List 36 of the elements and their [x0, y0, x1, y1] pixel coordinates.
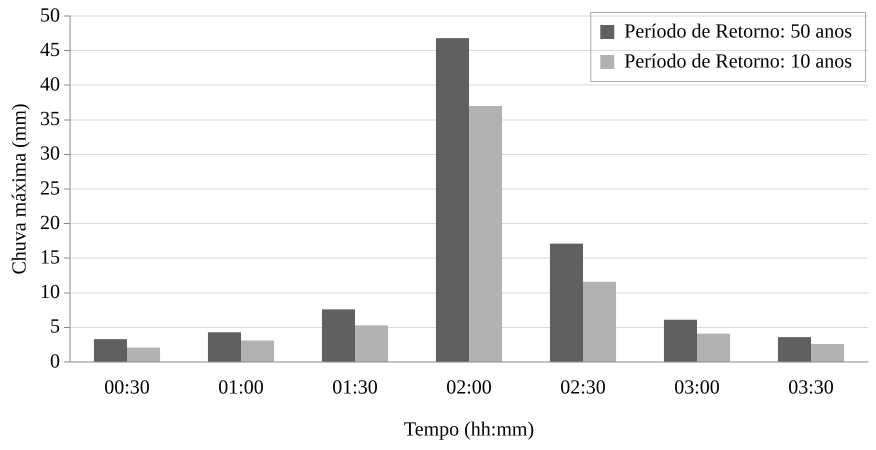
- bar: [436, 38, 469, 362]
- bar: [208, 332, 241, 362]
- bar: [550, 244, 583, 362]
- y-tick-label: 15: [40, 246, 60, 268]
- y-tick-label: 0: [50, 350, 60, 372]
- y-tick-label: 45: [40, 38, 60, 61]
- x-tick-label: 01:00: [218, 376, 264, 398]
- y-tick-label: 35: [40, 108, 60, 130]
- bar: [241, 340, 274, 362]
- y-tick-label: 50: [40, 4, 60, 26]
- bar: [664, 320, 697, 362]
- y-tick-label: 20: [40, 212, 60, 234]
- x-tick-label: 02:00: [446, 376, 492, 398]
- bar: [322, 309, 355, 362]
- x-tick-label: 01:30: [332, 376, 378, 398]
- y-tick-label: 25: [40, 177, 60, 200]
- bar: [697, 334, 730, 362]
- x-tick-label: 02:30: [560, 376, 606, 398]
- bar: [811, 344, 844, 362]
- legend-label: Período de Retorno: 50 anos: [624, 20, 852, 42]
- y-tick-label: 10: [40, 281, 60, 304]
- bar: [94, 339, 127, 362]
- x-tick-label: 03:30: [788, 376, 834, 398]
- bar: [355, 325, 388, 362]
- x-tick-label: 03:00: [674, 376, 720, 398]
- bar: [583, 282, 616, 362]
- x-tick-label: 00:30: [104, 376, 150, 398]
- y-tick-label: 40: [40, 73, 60, 96]
- y-tick-label: 30: [40, 142, 60, 165]
- bar: [127, 347, 160, 362]
- x-axis-title: Tempo (hh:mm): [404, 418, 534, 440]
- legend-label: Período de Retorno: 10 anos: [624, 50, 852, 72]
- y-tick-label: 5: [50, 316, 60, 338]
- y-axis-title: Chuva máxima (mm): [8, 103, 30, 275]
- bar: [469, 106, 502, 362]
- bar: [778, 337, 811, 362]
